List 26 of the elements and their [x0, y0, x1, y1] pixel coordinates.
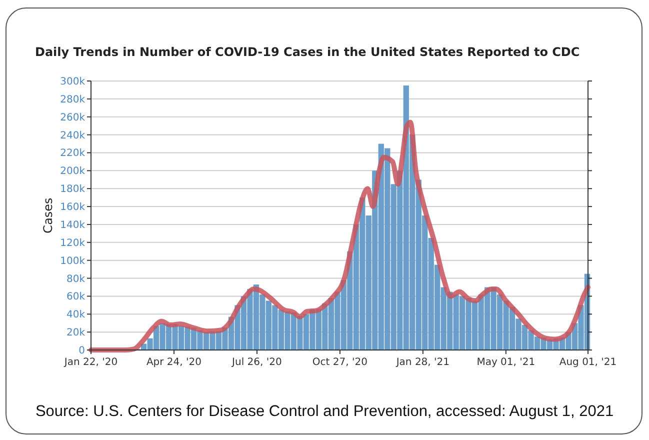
x-tick-label: May 01, '21 [476, 357, 536, 368]
chart-title: Daily Trends in Number of COVID-19 Cases in the United States Reported to CDC [35, 45, 580, 59]
y-tick-label: 0 [78, 346, 85, 356]
y-tick-label: 280k [60, 94, 86, 106]
y-tick-label: 140k [60, 220, 86, 231]
x-tick-label: Jan 28, '21 [395, 357, 450, 368]
y-tick-label: 60k [66, 292, 86, 303]
y-tick-label: 20k [66, 328, 86, 339]
y-tick-label: 220k [60, 148, 86, 160]
y-tick-label: 100k [60, 256, 86, 267]
y-tick-label: 40k [66, 310, 86, 321]
x-tick-label: Apr 24, '20 [146, 357, 202, 368]
x-tick-label: Oct 27, '20 [312, 357, 368, 368]
y-tick-label: 80k [66, 274, 86, 285]
y-tick-label: 160k [60, 202, 86, 214]
x-tick-label: Jul 26, '20 [231, 357, 282, 368]
x-tick-label: Aug 01, '21 [559, 357, 617, 368]
y-tick-label: 180k [60, 184, 86, 196]
x-tick-label: Jan 22, '20 [63, 357, 118, 368]
y-tick-label: 240k [60, 130, 86, 142]
y-tick-label: 120k [60, 238, 86, 249]
y-axis-title: Cases [41, 198, 55, 234]
y-tick-label: 200k [60, 166, 86, 178]
y-tick-label: 300k [60, 76, 86, 88]
y-tick-label: 260k [60, 112, 86, 124]
source-note: Source: U.S. Centers for Disease Control and Prevention, accessed: August 1, 2021 [35, 403, 614, 420]
